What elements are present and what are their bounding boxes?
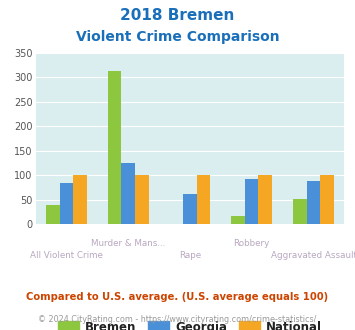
Legend: Bremen, Georgia, National: Bremen, Georgia, National: [53, 316, 327, 330]
Bar: [135, 175, 148, 224]
Bar: [293, 199, 307, 224]
Text: Murder & Mans...: Murder & Mans...: [91, 239, 165, 248]
Text: Compared to U.S. average. (U.S. average equals 100): Compared to U.S. average. (U.S. average …: [26, 292, 329, 302]
Bar: [108, 71, 121, 224]
Bar: [231, 215, 245, 224]
Bar: [46, 205, 60, 224]
Bar: [320, 175, 334, 224]
Bar: [183, 194, 197, 224]
Bar: [307, 181, 320, 224]
Text: Rape: Rape: [179, 251, 201, 260]
Text: Robbery: Robbery: [234, 239, 270, 248]
Bar: [73, 175, 87, 224]
Text: All Violent Crime: All Violent Crime: [30, 251, 103, 260]
Bar: [258, 175, 272, 224]
Bar: [197, 175, 210, 224]
Bar: [245, 179, 258, 224]
Bar: [60, 183, 73, 224]
Bar: [121, 163, 135, 224]
Text: 2018 Bremen: 2018 Bremen: [120, 8, 235, 23]
Text: © 2024 CityRating.com - https://www.cityrating.com/crime-statistics/: © 2024 CityRating.com - https://www.city…: [38, 315, 317, 324]
Text: Violent Crime Comparison: Violent Crime Comparison: [76, 30, 279, 44]
Text: Aggravated Assault: Aggravated Assault: [271, 251, 355, 260]
